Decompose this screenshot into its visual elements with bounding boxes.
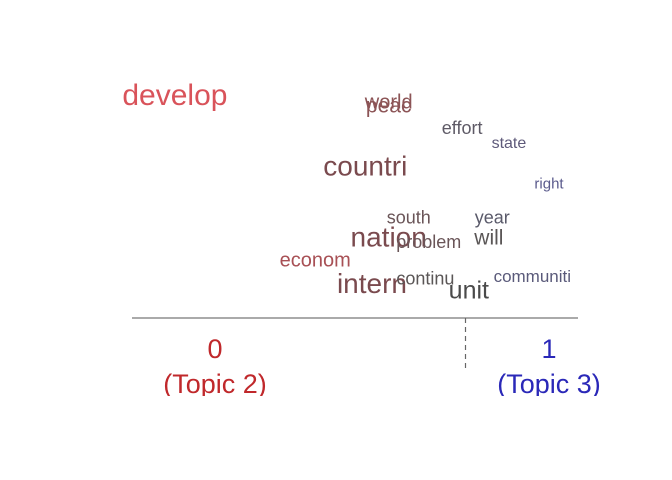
word-label-will: will (473, 227, 503, 250)
word-label-develop: develop (122, 79, 227, 112)
word-label-effort: effort (442, 118, 483, 138)
word-label-communiti: communiti (494, 267, 571, 286)
axis-end-topic-left: (Topic 2) (163, 369, 267, 399)
word-label-continu: continu (396, 268, 454, 288)
word-label-problem: problem (396, 232, 461, 252)
word-label-econom: econom (280, 250, 351, 272)
word-label-intern: intern (337, 268, 407, 299)
word-label-right: right (534, 175, 564, 192)
axis-end-value-right: 1 (541, 334, 556, 364)
axis-end-topic-right: (Topic 3) (497, 369, 601, 399)
word-label-countri: countri (323, 150, 407, 181)
word-label-year: year (475, 208, 510, 228)
word-label-state: state (492, 135, 527, 152)
word-label-south: south (387, 208, 431, 228)
axis-end-value-left: 0 (207, 334, 222, 364)
word-label-nation: nation (351, 221, 427, 252)
word-label-world: world (364, 91, 413, 113)
word-label-unit: unit (449, 276, 489, 304)
word-label-peac: peac (366, 95, 412, 118)
